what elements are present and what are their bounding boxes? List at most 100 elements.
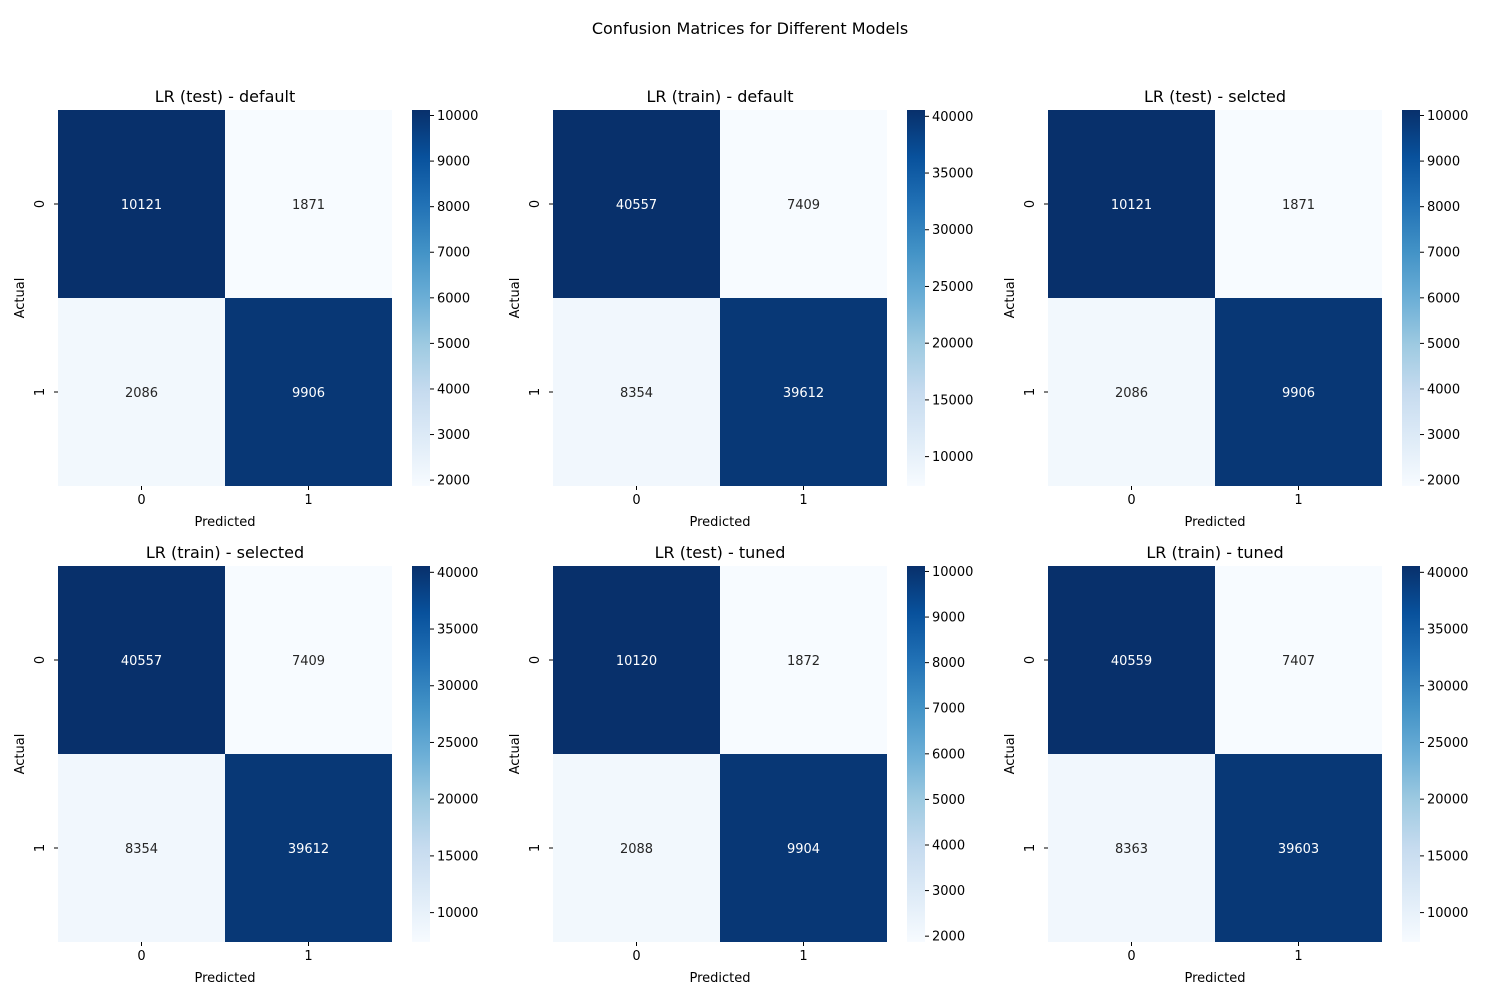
- colorbar-tick-label: 10000: [1427, 109, 1468, 124]
- x-axis-label: Predicted: [1184, 515, 1245, 530]
- colorbar-tick-label: 30000: [437, 679, 478, 694]
- heatmap-cell: [720, 754, 887, 942]
- colorbar: [907, 110, 925, 486]
- heatmap-cell: [1048, 754, 1215, 942]
- subplot-title: LR (test) - tuned: [655, 543, 786, 562]
- cell-value-label: 40557: [121, 654, 162, 669]
- heatmap-cell: [58, 754, 225, 942]
- colorbar-tick-label: 6000: [437, 291, 470, 306]
- heatmap-cell: [1215, 754, 1382, 942]
- colorbar-tick-label: 3000: [1427, 428, 1460, 443]
- colorbar-tick-label: 10000: [932, 450, 973, 465]
- colorbar-tick-label: 10000: [932, 565, 973, 580]
- colorbar-tick-label: 8000: [1427, 200, 1460, 215]
- y-tick-label: 1: [528, 844, 543, 852]
- colorbar-tick-label: 8000: [932, 656, 965, 671]
- colorbar-tick-label: 10000: [437, 109, 478, 124]
- cell-value-label: 7407: [1282, 654, 1315, 669]
- colorbar-tick-label: 2000: [1427, 474, 1460, 489]
- colorbar-tick-label: 40000: [932, 110, 973, 125]
- colorbar-tick-label: 7000: [1427, 246, 1460, 261]
- cell-value-label: 39612: [288, 842, 329, 857]
- cell-value-label: 9904: [787, 842, 820, 857]
- x-tick-label: 1: [1294, 949, 1302, 964]
- y-tick-label: 1: [33, 844, 48, 852]
- cell-value-label: 40557: [616, 198, 657, 213]
- y-tick-label: 1: [1023, 388, 1038, 396]
- heatmap-panel: 40557 7409 8354 39612 LR (train) - default 0 1…: [508, 87, 973, 530]
- cell-value-label: 9906: [1282, 386, 1315, 401]
- cell-value-label: 10121: [121, 198, 162, 213]
- subplot-title: LR (test) - selcted: [1144, 87, 1286, 106]
- y-tick-label: 0: [33, 656, 48, 664]
- cell-value-label: 10121: [1111, 198, 1152, 213]
- heatmap-cell: [58, 566, 225, 754]
- x-tick-label: 1: [799, 493, 807, 508]
- heatmap-panel: 10120 1872 2088 9904 LR (test) - tuned 0 1 Pred…: [508, 543, 973, 986]
- y-axis-label: Actual: [1003, 734, 1018, 775]
- colorbar-tick-label: 9000: [932, 611, 965, 626]
- colorbar-tick-label: 5000: [1427, 337, 1460, 352]
- cell-value-label: 9906: [292, 386, 325, 401]
- x-tick-label: 1: [304, 949, 312, 964]
- y-tick-label: 0: [528, 200, 543, 208]
- colorbar: [1402, 110, 1420, 486]
- colorbar-tick-label: 7000: [437, 246, 470, 261]
- y-axis-label: Actual: [508, 278, 523, 319]
- colorbar-tick-label: 2000: [437, 474, 470, 489]
- subplot-title: LR (train) - tuned: [1146, 543, 1283, 562]
- colorbar-tick-label: 8000: [437, 200, 470, 215]
- heatmap-cell: [553, 298, 720, 486]
- x-axis-label: Predicted: [194, 515, 255, 530]
- x-tick-label: 0: [632, 493, 640, 508]
- x-tick-label: 0: [632, 949, 640, 964]
- x-axis-label: Predicted: [689, 515, 750, 530]
- y-tick-label: 0: [33, 200, 48, 208]
- colorbar-tick-label: 2000: [932, 930, 965, 945]
- colorbar-tick-label: 25000: [932, 280, 973, 295]
- y-tick-label: 0: [1023, 656, 1038, 664]
- colorbar-tick-label: 15000: [932, 393, 973, 408]
- heatmap-panel: 10121 1871 2086 9906 LR (test) - selcted 0 1 Pr…: [1003, 87, 1468, 530]
- colorbar-tick-label: 4000: [932, 838, 965, 853]
- subplot-title: LR (test) - default: [155, 87, 296, 106]
- colorbar-tick-label: 4000: [1427, 382, 1460, 397]
- x-tick-label: 0: [137, 949, 145, 964]
- heatmap-cell: [1215, 566, 1382, 754]
- heatmap-cell: [1215, 110, 1382, 298]
- x-tick-label: 0: [1127, 493, 1135, 508]
- colorbar-tick-label: 5000: [932, 793, 965, 808]
- colorbar: [907, 566, 925, 942]
- x-tick-label: 0: [1127, 949, 1135, 964]
- heatmap-cell: [1048, 110, 1215, 298]
- heatmap-cell: [553, 754, 720, 942]
- y-tick-label: 1: [33, 388, 48, 396]
- cell-value-label: 2086: [1115, 386, 1148, 401]
- cell-value-label: 2088: [620, 842, 653, 857]
- colorbar-tick-label: 30000: [932, 223, 973, 238]
- colorbar-tick-label: 9000: [437, 155, 470, 170]
- cell-value-label: 7409: [787, 198, 820, 213]
- cell-value-label: 8354: [620, 386, 653, 401]
- colorbar: [412, 566, 430, 942]
- cell-value-label: 8363: [1115, 842, 1148, 857]
- colorbar-tick-label: 3000: [437, 428, 470, 443]
- heatmap-cell: [58, 110, 225, 298]
- cell-value-label: 39612: [783, 386, 824, 401]
- subplot-title: LR (train) - selected: [146, 543, 304, 562]
- panels-container: 10121 1871 2086 9906 LR (test) - default 0 1 Pr…: [13, 87, 1468, 986]
- colorbar-tick-label: 10000: [437, 906, 478, 921]
- cell-value-label: 7409: [292, 654, 325, 669]
- heatmap-cell: [1048, 298, 1215, 486]
- colorbar-tick-label: 4000: [437, 382, 470, 397]
- x-axis-label: Predicted: [1184, 971, 1245, 986]
- colorbar-tick-label: 25000: [437, 736, 478, 751]
- heatmap-cell: [225, 110, 392, 298]
- heatmap-cell: [1215, 298, 1382, 486]
- colorbar-tick-label: 6000: [932, 747, 965, 762]
- cell-value-label: 40559: [1111, 654, 1152, 669]
- heatmap-panel: 40559 7407 8363 39603 LR (train) - tuned 0 1 Pr…: [1003, 543, 1468, 986]
- colorbar-tick-label: 5000: [437, 337, 470, 352]
- heatmap-cell: [553, 110, 720, 298]
